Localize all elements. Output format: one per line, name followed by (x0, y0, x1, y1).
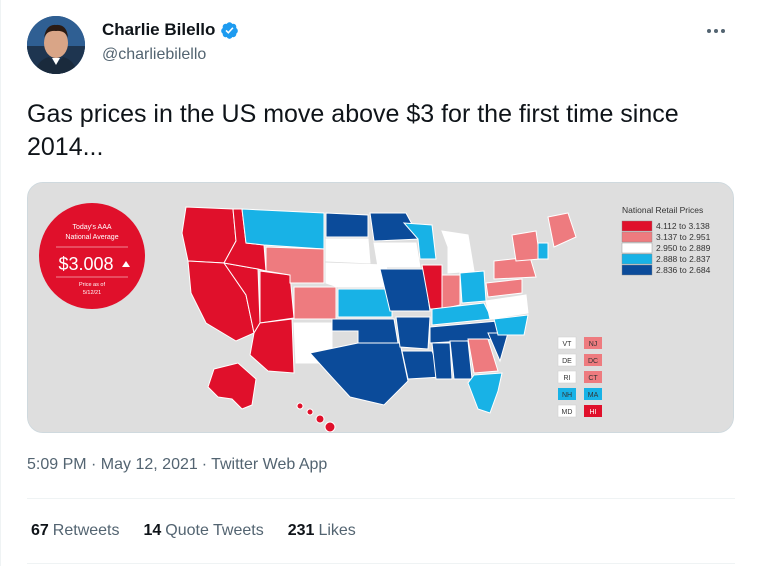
likes-stat[interactable]: 231 Likes (288, 522, 356, 540)
small-state-label: DE (562, 358, 572, 365)
divider (27, 563, 735, 564)
badge-title-line2: National Average (65, 234, 118, 241)
divider (27, 498, 735, 499)
quote-tweets-label: Quote Tweets (165, 522, 264, 539)
small-state-label: NJ (589, 341, 598, 348)
price-legend: National Retail Prices 4.112 to 3.138 3.… (621, 205, 711, 276)
badge-asof-line2: 5/12/21 (83, 290, 101, 296)
small-state-label: NH (562, 392, 572, 399)
up-arrow-icon (122, 261, 130, 267)
author-handle[interactable]: @charliebilello (102, 46, 207, 63)
legend-entry-label: 2.836 to 2.684 (656, 265, 711, 275)
tweet-text: Gas prices in the US move above $3 for t… (27, 100, 679, 161)
small-state-label: DC (588, 358, 598, 365)
tweet-stats: 67 Retweets 14 Quote Tweets 231 Likes (31, 522, 356, 540)
small-state-label: MA (588, 392, 599, 399)
quote-tweets-stat[interactable]: 14 Quote Tweets (144, 522, 264, 540)
author-name-row: Charlie Bilello (102, 20, 239, 40)
more-dot-icon (714, 29, 718, 33)
tweet-meta: 5:09 PM · May 12, 2021 · Twitter Web App (27, 456, 327, 474)
display-name[interactable]: Charlie Bilello (102, 20, 216, 39)
legend-title: National Retail Prices (622, 205, 703, 215)
likes-count: 231 (287, 522, 315, 539)
avatar-photo (27, 16, 85, 74)
more-options-button[interactable] (703, 21, 729, 41)
badge-asof-line1: Price as of (79, 282, 105, 288)
gas-price-map-graphic: Today's AAA National Average $3.008 Pric… (28, 183, 733, 432)
legend-entry-label: 2.888 to 2.837 (656, 254, 711, 264)
legend-entry-label: 2.950 to 2.889 (656, 243, 711, 253)
retweets-count: 67 (31, 522, 49, 539)
retweets-stat[interactable]: 67 Retweets (31, 522, 120, 540)
legend-entry-label: 4.112 to 3.138 (656, 221, 710, 231)
tweet-media-image[interactable]: Today's AAA National Average $3.008 Pric… (27, 182, 734, 433)
aaa-average-badge: Today's AAA National Average $3.008 Pric… (39, 203, 145, 309)
quote-tweets-count: 14 (143, 522, 162, 539)
small-state-label: MD (562, 409, 573, 416)
small-state-label: VT (563, 341, 573, 348)
tweet-source[interactable]: Twitter Web App (211, 456, 328, 473)
likes-label: Likes (318, 522, 356, 539)
verified-badge-icon (221, 21, 239, 39)
more-dot-icon (721, 29, 725, 33)
more-dot-icon (707, 29, 711, 33)
us-states-map (181, 206, 577, 432)
badge-price: $3.008 (58, 254, 113, 274)
small-state-label: HI (590, 409, 597, 416)
avatar[interactable] (27, 16, 85, 74)
retweets-label: Retweets (52, 522, 120, 539)
tweet-timestamp[interactable]: 5:09 PM · May 12, 2021 (27, 456, 198, 473)
small-state-label: CT (588, 375, 598, 382)
badge-title-line1: Today's AAA (72, 224, 111, 231)
small-state-label: RI (564, 375, 571, 382)
small-states-key: VT DE RI NH MD NJ DC CT MA HI (557, 336, 602, 418)
meta-separator: · (201, 456, 208, 473)
legend-entry-label: 3.137 to 2.951 (656, 232, 711, 242)
